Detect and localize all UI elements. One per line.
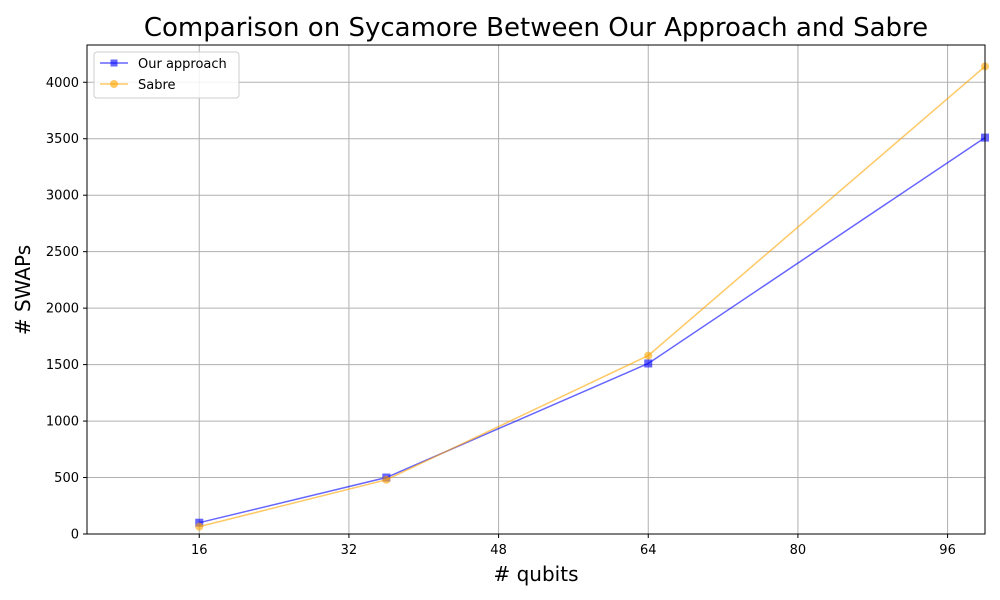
x-tick-label: 32 [341, 543, 358, 558]
x-tick-label: 96 [939, 543, 956, 558]
y-axis-label: # SWAPs [11, 245, 35, 335]
y-tick-label: 1500 [46, 358, 79, 373]
series-line-sabre [199, 65, 986, 528]
y-tick-label: 2500 [46, 245, 79, 260]
y-tick-label: 3500 [46, 132, 79, 147]
x-tick-label: 80 [790, 543, 807, 558]
series-line-our-approach [199, 136, 986, 524]
data-point-sabre [382, 475, 391, 484]
legend: Our approach Sabre [93, 51, 240, 99]
x-axis-label: # qubits [494, 562, 579, 586]
legend-marker-sabre [110, 80, 118, 88]
legend-label-sabre: Sabre [138, 78, 176, 93]
x-tick-label: 16 [191, 543, 208, 558]
y-axis-ticks: 0 500 1000 1500 2000 2500 3000 3500 4000 [46, 76, 87, 543]
plot-frame [86, 44, 986, 535]
data-point-our-approach [644, 359, 653, 368]
y-tick-label: 3000 [46, 189, 79, 204]
x-tick-label: 64 [640, 543, 657, 558]
chart-title: Comparison on Sycamore Between Our Appro… [144, 13, 928, 43]
x-tick-label: 48 [490, 543, 507, 558]
data-point-sabre [195, 522, 204, 531]
x-axis-ticks: 16 32 48 64 80 96 [191, 534, 956, 558]
y-tick-label: 1000 [46, 415, 79, 430]
y-tick-label: 0 [71, 528, 79, 543]
legend-marker-our-approach [110, 59, 118, 67]
legend-box [93, 51, 240, 99]
series-layer [195, 62, 989, 531]
data-point-sabre [644, 351, 653, 360]
y-tick-label: 500 [54, 471, 79, 486]
grid-lines [87, 45, 985, 535]
y-tick-label: 2000 [46, 302, 79, 317]
legend-label-our-approach: Our approach [138, 57, 227, 72]
y-tick-label: 4000 [46, 76, 79, 91]
